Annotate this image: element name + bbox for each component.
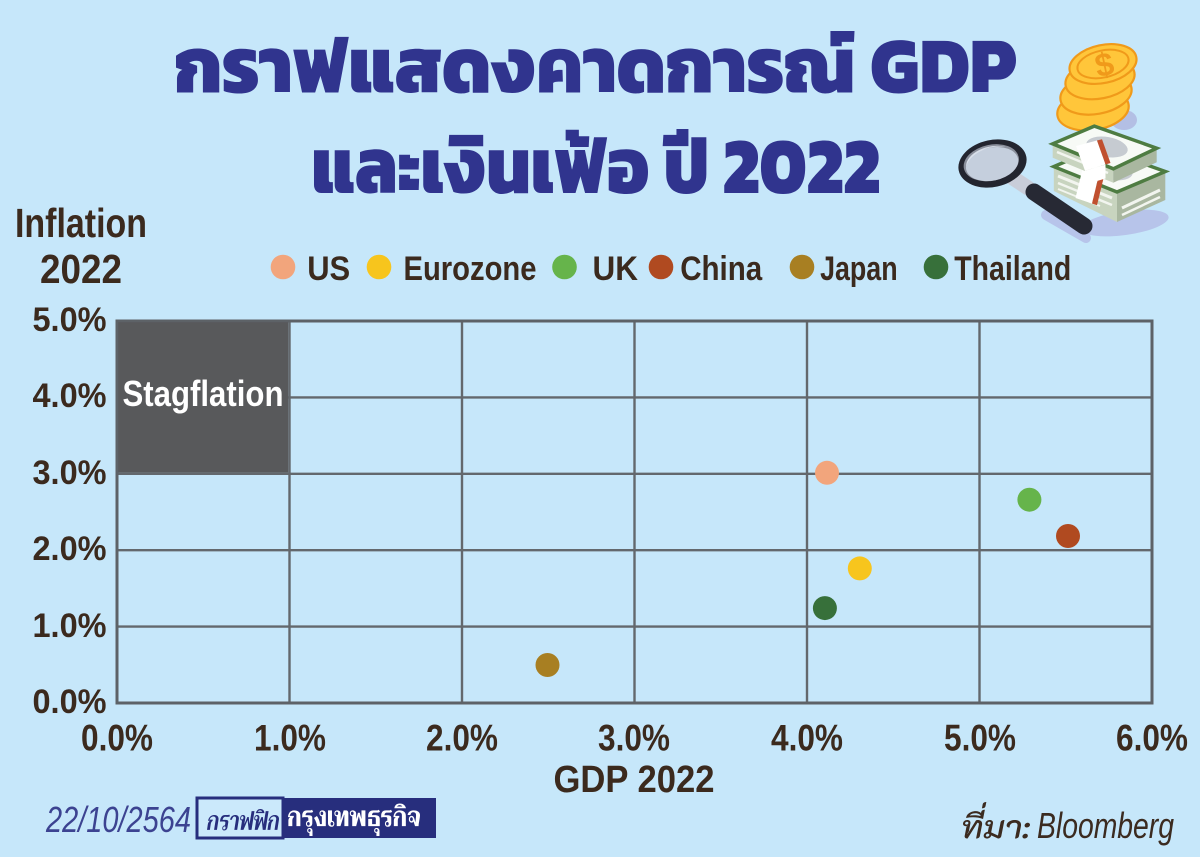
svg-text:US: US	[307, 250, 350, 288]
svg-text:0.0%: 0.0%	[33, 683, 107, 721]
svg-text:Stagflation: Stagflation	[123, 373, 284, 414]
svg-text:Inflation: Inflation	[15, 200, 147, 246]
svg-text:Bloomberg: Bloomberg	[1037, 805, 1174, 846]
svg-text:4.0%: 4.0%	[771, 718, 843, 759]
svg-text:1.0%: 1.0%	[254, 718, 326, 759]
svg-text:4.0%: 4.0%	[33, 377, 107, 415]
svg-text:1.0%: 1.0%	[33, 607, 107, 645]
svg-text:Thailand: Thailand	[954, 250, 1071, 288]
svg-text:22/10/2564: 22/10/2564	[45, 799, 191, 840]
svg-text:0.0%: 0.0%	[81, 718, 153, 759]
svg-text:6.0%: 6.0%	[1116, 718, 1188, 759]
svg-text:5.0%: 5.0%	[33, 301, 107, 339]
svg-text:2.0%: 2.0%	[33, 530, 107, 568]
svg-text:GDP 2022: GDP 2022	[554, 759, 715, 801]
svg-text:Eurozone: Eurozone	[404, 250, 537, 288]
svg-text:3.0%: 3.0%	[598, 718, 670, 759]
svg-text:China: China	[680, 250, 763, 288]
svg-text:2.0%: 2.0%	[426, 718, 498, 759]
svg-text:Japan: Japan	[820, 250, 898, 288]
svg-text:3.0%: 3.0%	[33, 454, 107, 492]
svg-text:2022: 2022	[40, 246, 122, 292]
svg-text:UK: UK	[593, 250, 639, 288]
svg-text:5.0%: 5.0%	[944, 718, 1016, 759]
